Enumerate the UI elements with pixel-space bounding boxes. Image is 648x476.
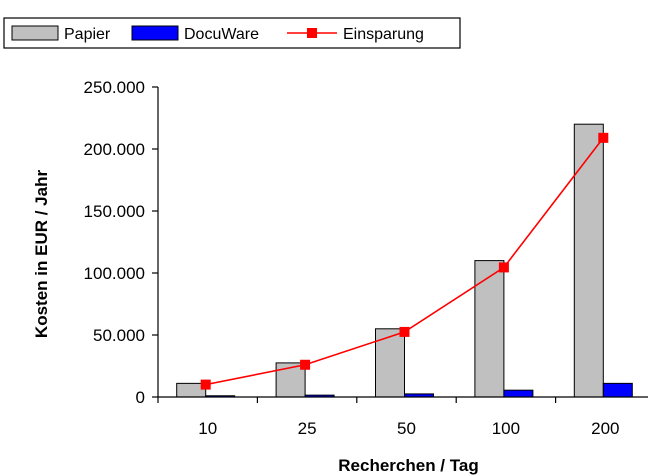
- y-tick-label: 0: [136, 388, 145, 407]
- bar-docuware: [602, 382, 633, 398]
- bar-papier: [375, 328, 405, 398]
- marker-einsparung: [498, 262, 509, 273]
- y-tick-label: 100.000: [84, 264, 145, 283]
- axes: [157, 87, 648, 398]
- x-tick-label: 100: [492, 419, 520, 438]
- x-tick-label: 200: [591, 419, 619, 438]
- x-axis-label: Recherchen / Tag: [338, 456, 478, 475]
- legend-marker-einsparung: [307, 28, 317, 38]
- y-ticks: 0 50.000 100.000 150.000 200.000 250.000: [84, 78, 158, 407]
- line-series: [200, 132, 609, 390]
- legend-swatch-docuware: [131, 25, 179, 41]
- bar-docuware: [503, 389, 534, 398]
- marker-einsparung: [598, 132, 609, 143]
- legend: Papier DocuWare Einsparung: [3, 17, 461, 49]
- legend-label-papier: Papier: [64, 26, 111, 43]
- x-ticks: 10 25 50 100 200: [157, 397, 619, 438]
- legend-label-einsparung: Einsparung: [343, 26, 424, 43]
- bars: [176, 123, 633, 398]
- legend-swatch-papier: [11, 25, 59, 41]
- marker-einsparung: [399, 326, 410, 337]
- bar-papier: [474, 260, 505, 398]
- y-tick-label: 250.000: [84, 78, 145, 97]
- legend-label-docuware: DocuWare: [184, 26, 259, 43]
- y-axis-label: Kosten in EUR / Jahr: [32, 170, 51, 339]
- legend-box: [3, 17, 461, 49]
- y-tick-label: 150.000: [84, 202, 145, 221]
- x-tick-label: 10: [198, 419, 217, 438]
- y-tick-label: 50.000: [93, 326, 145, 345]
- x-tick-label: 50: [397, 419, 416, 438]
- marker-einsparung: [200, 379, 211, 390]
- x-tick-label: 25: [298, 419, 317, 438]
- bar-papier: [573, 123, 604, 398]
- y-tick-label: 200.000: [84, 140, 145, 159]
- marker-einsparung: [300, 359, 311, 370]
